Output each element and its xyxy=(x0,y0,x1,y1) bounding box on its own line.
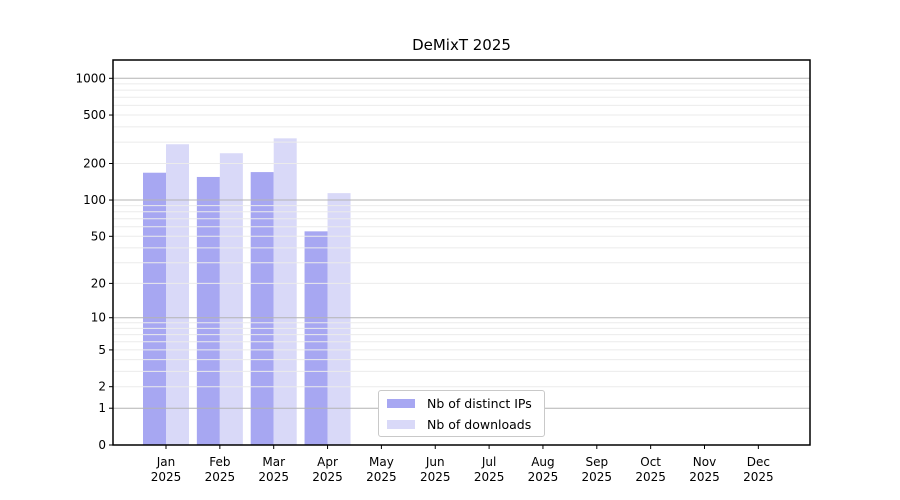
x-tick-label-month: May xyxy=(369,455,394,469)
bar-distinct-ips xyxy=(304,231,328,445)
x-tick-label-month: Sep xyxy=(585,455,608,469)
legend-label-downloads: Nb of downloads xyxy=(427,416,532,432)
bar-downloads xyxy=(273,138,297,445)
y-tick-label: 100 xyxy=(83,193,106,207)
x-tick-label-year: 2025 xyxy=(743,470,774,484)
y-tick-label: 2 xyxy=(98,380,106,394)
y-tick-label: 50 xyxy=(91,229,106,243)
x-tick-label-year: 2025 xyxy=(151,470,182,484)
x-tick-label-month: Mar xyxy=(262,455,285,469)
x-tick-label-year: 2025 xyxy=(689,470,720,484)
legend: Nb of distinct IPs Nb of downloads xyxy=(378,390,545,437)
x-tick-label-year: 2025 xyxy=(205,470,236,484)
x-tick-label-month: Jan xyxy=(156,455,176,469)
bar-downloads xyxy=(166,144,189,446)
legend-swatch-downloads xyxy=(387,419,415,429)
y-tick-label: 1 xyxy=(98,401,106,415)
legend-entry-downloads: Nb of downloads xyxy=(387,416,544,432)
plot-frame xyxy=(112,59,811,446)
y-tick-label: 5 xyxy=(98,343,106,357)
bar-distinct-ips xyxy=(196,176,220,445)
x-tick-label-month: Feb xyxy=(209,455,230,469)
x-tick-label-month: Dec xyxy=(747,455,770,469)
x-tick-label-month: Apr xyxy=(317,455,338,469)
x-tick-label-year: 2025 xyxy=(582,470,613,484)
bar-distinct-ips xyxy=(250,172,274,445)
x-tick-label-year: 2025 xyxy=(528,470,559,484)
x-tick-label-year: 2025 xyxy=(635,470,666,484)
x-tick-label-month: Jun xyxy=(425,455,445,469)
bar-downloads xyxy=(327,193,351,445)
x-tick-label-month: Nov xyxy=(693,455,716,469)
bar-distinct-ips xyxy=(143,172,166,445)
legend-swatch-distinct-ips xyxy=(387,398,415,408)
chart-title: DeMixT 2025 xyxy=(412,36,511,54)
x-tick-label-year: 2025 xyxy=(258,470,289,484)
x-tick-label-month: Aug xyxy=(531,455,554,469)
x-tick-label-year: 2025 xyxy=(312,470,343,484)
y-tick-label: 500 xyxy=(83,108,106,122)
y-tick-label: 1000 xyxy=(75,71,106,85)
x-tick-label-month: Jul xyxy=(481,455,496,469)
x-tick-label-year: 2025 xyxy=(366,470,397,484)
y-tick-label: 20 xyxy=(91,276,106,290)
legend-entry-distinct-ips: Nb of distinct IPs xyxy=(387,395,544,411)
legend-label-distinct-ips: Nb of distinct IPs xyxy=(427,395,532,411)
x-tick-label-month: Oct xyxy=(640,455,661,469)
y-tick-label: 0 xyxy=(98,438,106,452)
y-tick-label: 10 xyxy=(91,311,106,325)
x-tick-label-year: 2025 xyxy=(474,470,505,484)
y-tick-label: 200 xyxy=(83,157,106,171)
bar-downloads xyxy=(219,153,243,445)
x-tick-label-year: 2025 xyxy=(420,470,451,484)
